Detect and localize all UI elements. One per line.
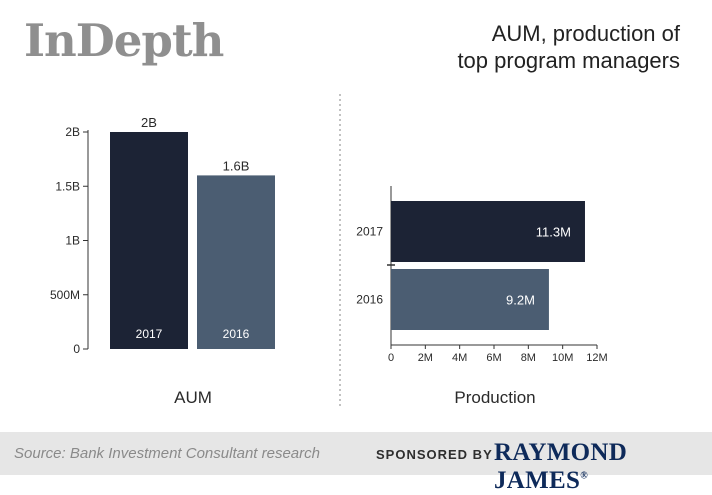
y-tick-label: 500M <box>50 288 80 302</box>
sponsor-name: RAYMOND JAMES <box>494 439 628 494</box>
y-tick-label: 2B <box>65 125 80 139</box>
brand-logo: InDepth <box>24 14 224 67</box>
sponsor-logo: RAYMOND JAMES® <box>494 439 712 495</box>
footer-bar: Source: Bank Investment Consultant resea… <box>0 432 712 494</box>
y-tick-label: 1B <box>65 234 80 248</box>
x-tick-label: 6M <box>486 352 501 364</box>
x-tick-label: 12M <box>586 352 607 364</box>
production-chart: 0 2M 4M 6M 8M 10M 12M 11.3M 2017 9.2M 2016 Producti… <box>356 186 608 407</box>
x-tick-label: 4M <box>452 352 467 364</box>
charts-canvas: 0 500M 1B 1.5B 2B 2B 2017 1.6B 2016 AUM 0 2M 4M 6M 8M… <box>50 94 608 408</box>
chart-title-line1: AUM, production of <box>491 21 680 46</box>
aum-bar <box>197 175 275 349</box>
production-bar <box>391 201 585 262</box>
x-tick-label: 2M <box>418 352 433 364</box>
chart-title: AUM, production of top program managers <box>360 20 680 74</box>
aum-category-label: 2017 <box>136 327 163 341</box>
aum-value-label: 1.6B <box>223 158 250 173</box>
y-tick-label: 0 <box>73 342 80 356</box>
production-category-label: 2017 <box>356 225 383 239</box>
production-value-label: 11.3M <box>536 225 571 240</box>
x-tick-label: 10M <box>552 352 573 364</box>
aum-axis-title: AUM <box>174 388 212 407</box>
production-axis-title: Production <box>454 388 535 407</box>
production-category-label: 2016 <box>356 293 383 307</box>
aum-category-label: 2016 <box>223 327 250 341</box>
sponsor-registered-mark: ® <box>580 470 589 482</box>
y-tick-label: 1.5B <box>55 179 80 193</box>
production-value-label: 9.2M <box>506 293 535 308</box>
chart-title-line2: top program managers <box>457 48 680 73</box>
production-bar <box>391 269 549 330</box>
aum-value-label: 2B <box>141 115 157 130</box>
source-note: Source: Bank Investment Consultant resea… <box>14 445 320 462</box>
aum-bar <box>110 132 188 349</box>
x-tick-label: 8M <box>521 352 536 364</box>
x-tick-label: 0 <box>388 352 394 364</box>
aum-chart: 0 500M 1B 1.5B 2B 2B 2017 1.6B 2016 AUM <box>50 115 275 407</box>
sponsored-label: SPONSORED BY <box>376 447 493 462</box>
